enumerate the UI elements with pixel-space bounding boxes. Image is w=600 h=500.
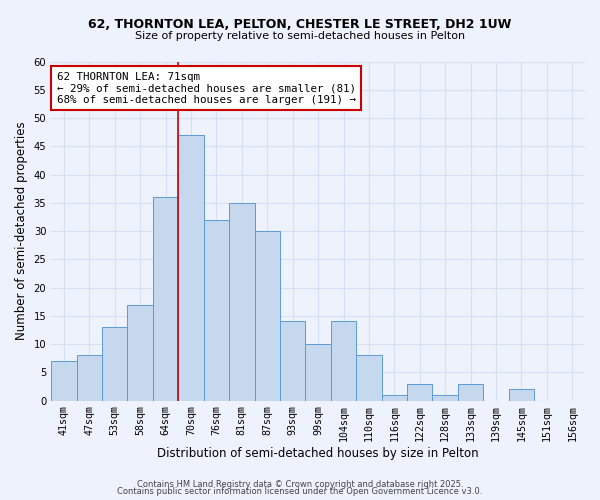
Bar: [77, 356, 102, 401]
X-axis label: Distribution of semi-detached houses by size in Pelton: Distribution of semi-detached houses by …: [157, 447, 479, 460]
Bar: [407, 384, 433, 400]
Text: Size of property relative to semi-detached houses in Pelton: Size of property relative to semi-detach…: [135, 31, 465, 41]
Text: Contains public sector information licensed under the Open Government Licence v3: Contains public sector information licen…: [118, 487, 482, 496]
Bar: [382, 395, 407, 400]
Bar: [102, 327, 127, 400]
Bar: [254, 231, 280, 400]
Bar: [229, 203, 254, 400]
Bar: [509, 390, 534, 400]
Bar: [305, 344, 331, 401]
Text: 62, THORNTON LEA, PELTON, CHESTER LE STREET, DH2 1UW: 62, THORNTON LEA, PELTON, CHESTER LE STR…: [88, 18, 512, 30]
Text: Contains HM Land Registry data © Crown copyright and database right 2025.: Contains HM Land Registry data © Crown c…: [137, 480, 463, 489]
Bar: [203, 220, 229, 400]
Bar: [356, 356, 382, 401]
Y-axis label: Number of semi-detached properties: Number of semi-detached properties: [15, 122, 28, 340]
Bar: [433, 395, 458, 400]
Bar: [458, 384, 484, 400]
Bar: [127, 304, 153, 400]
Bar: [280, 322, 305, 400]
Text: 62 THORNTON LEA: 71sqm
← 29% of semi-detached houses are smaller (81)
68% of sem: 62 THORNTON LEA: 71sqm ← 29% of semi-det…: [56, 72, 356, 105]
Bar: [178, 135, 203, 400]
Bar: [51, 361, 77, 401]
Bar: [153, 197, 178, 400]
Bar: [331, 322, 356, 400]
